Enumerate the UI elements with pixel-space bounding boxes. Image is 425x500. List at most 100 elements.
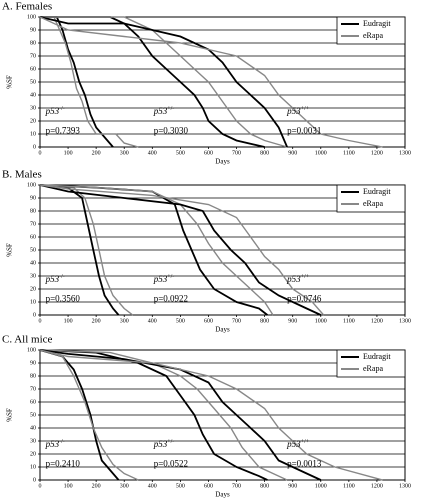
genotype-superscript: +/- [167, 439, 174, 445]
x-axis-label: Days [215, 491, 230, 499]
genotype-name: p53 [153, 106, 168, 116]
p-value: p=0.3030 [154, 125, 189, 135]
legend-label: Eudragit [363, 19, 391, 28]
y-tick-label: 40 [30, 260, 36, 266]
x-tick-label: 500 [176, 483, 185, 489]
y-tick-label: 50 [30, 412, 36, 418]
y-tick-label: 10 [30, 299, 36, 305]
x-tick-label: 1100 [343, 150, 355, 156]
plot-frame [39, 184, 406, 316]
p-value: p=0.7393 [46, 125, 81, 135]
panel-title: B. Males [2, 169, 42, 181]
y-tick-label: 0 [33, 312, 36, 318]
x-tick-label: 1300 [399, 150, 411, 156]
y-tick-label: 50 [30, 79, 36, 85]
x-tick-label: 500 [176, 150, 185, 156]
x-tick-label: 1100 [343, 318, 355, 324]
genotype-name: p53 [286, 274, 301, 284]
legend-box [336, 349, 406, 378]
y-axis-label: %SF [6, 75, 14, 89]
genotype-name: p53 [153, 439, 168, 449]
p-value: p=0.0031 [287, 125, 321, 135]
y-tick-label: 60 [30, 234, 36, 240]
survival-curve [40, 16, 139, 148]
x-tick-label: 300 [120, 150, 129, 156]
x-tick-label: 200 [92, 483, 101, 489]
y-tick-label: 70 [30, 386, 36, 392]
x-tick-label: 1300 [399, 483, 411, 489]
y-tick-label: 70 [30, 53, 36, 59]
legend-label: Eudragit [363, 352, 391, 361]
genotype-label: p53+/- [153, 274, 175, 284]
y-tick-label: 100 [27, 14, 36, 20]
x-tick-label: 300 [120, 318, 129, 324]
genotype-label: p53+/+ [286, 106, 310, 116]
y-tick-label: 10 [30, 131, 36, 137]
x-tick-label: 1100 [343, 483, 355, 489]
x-tick-label: 1200 [371, 150, 383, 156]
x-tick-label: 0 [39, 318, 42, 324]
x-tick-label: 700 [232, 483, 241, 489]
y-tick-label: 50 [30, 247, 36, 253]
survival-curve [39, 349, 120, 481]
x-tick-label: 400 [148, 318, 157, 324]
x-tick-label: 100 [64, 318, 73, 324]
genotype-label: p53+/+ [286, 274, 310, 284]
survival-curve [40, 16, 288, 148]
genotype-superscript: +/+ [301, 439, 310, 445]
y-tick-label: 20 [30, 286, 36, 292]
y-axis-label: %SF [6, 408, 14, 422]
genotype-superscript: -/- [59, 439, 65, 445]
p-value: p=0.0746 [287, 293, 322, 303]
genotype-label: p53-/- [45, 274, 65, 284]
survival-curve [39, 184, 274, 316]
genotype-name: p53 [45, 274, 60, 284]
genotype-label: p53-/- [45, 439, 65, 449]
x-tick-label: 700 [232, 150, 241, 156]
survival-curve [39, 349, 139, 481]
y-tick-label: 90 [30, 27, 36, 33]
x-tick-label: 900 [288, 318, 297, 324]
y-tick-label: 20 [30, 118, 36, 124]
survival-curve [39, 16, 288, 148]
survival-curve [39, 184, 134, 316]
y-tick-label: 70 [30, 221, 36, 227]
genotype-name: p53 [286, 106, 301, 116]
x-tick-label: 800 [260, 483, 269, 489]
x-tick-label: 600 [204, 150, 213, 156]
genotype-name: p53 [45, 106, 60, 116]
genotype-label: p53-/- [45, 106, 65, 116]
genotype-label: p53+/- [153, 106, 175, 116]
y-tick-label: 20 [30, 451, 36, 457]
x-tick-label: 1300 [399, 318, 411, 324]
y-tick-label: 100 [27, 347, 36, 353]
legend-label: eRapa [363, 364, 383, 373]
genotype-label: p53+/- [153, 439, 175, 449]
genotype-name: p53 [153, 274, 168, 284]
genotype-superscript: -/- [59, 274, 65, 280]
x-tick-label: 1000 [315, 483, 327, 489]
y-tick-label: 30 [30, 273, 36, 279]
x-tick-label: 700 [232, 318, 241, 324]
plot-frame [39, 16, 406, 148]
y-tick-label: 90 [30, 195, 36, 201]
y-tick-label: 80 [30, 373, 36, 379]
survival-curve [39, 16, 383, 148]
survival-curve [39, 349, 288, 481]
x-tick-label: 500 [176, 318, 185, 324]
x-tick-label: 1000 [315, 150, 327, 156]
legend-label: Eudragit [363, 187, 391, 196]
x-tick-label: 600 [204, 483, 213, 489]
x-tick-label: 300 [120, 483, 129, 489]
survival-curve [39, 349, 322, 481]
x-tick-label: 100 [64, 483, 73, 489]
legend-box [336, 184, 406, 213]
x-tick-label: 600 [204, 318, 213, 324]
legend-label: eRapa [363, 31, 383, 40]
x-tick-label: 900 [288, 483, 297, 489]
y-tick-label: 0 [33, 144, 36, 150]
p-value: p=0.2410 [46, 458, 81, 468]
x-tick-label: 0 [39, 150, 42, 156]
x-tick-label: 1200 [371, 318, 383, 324]
